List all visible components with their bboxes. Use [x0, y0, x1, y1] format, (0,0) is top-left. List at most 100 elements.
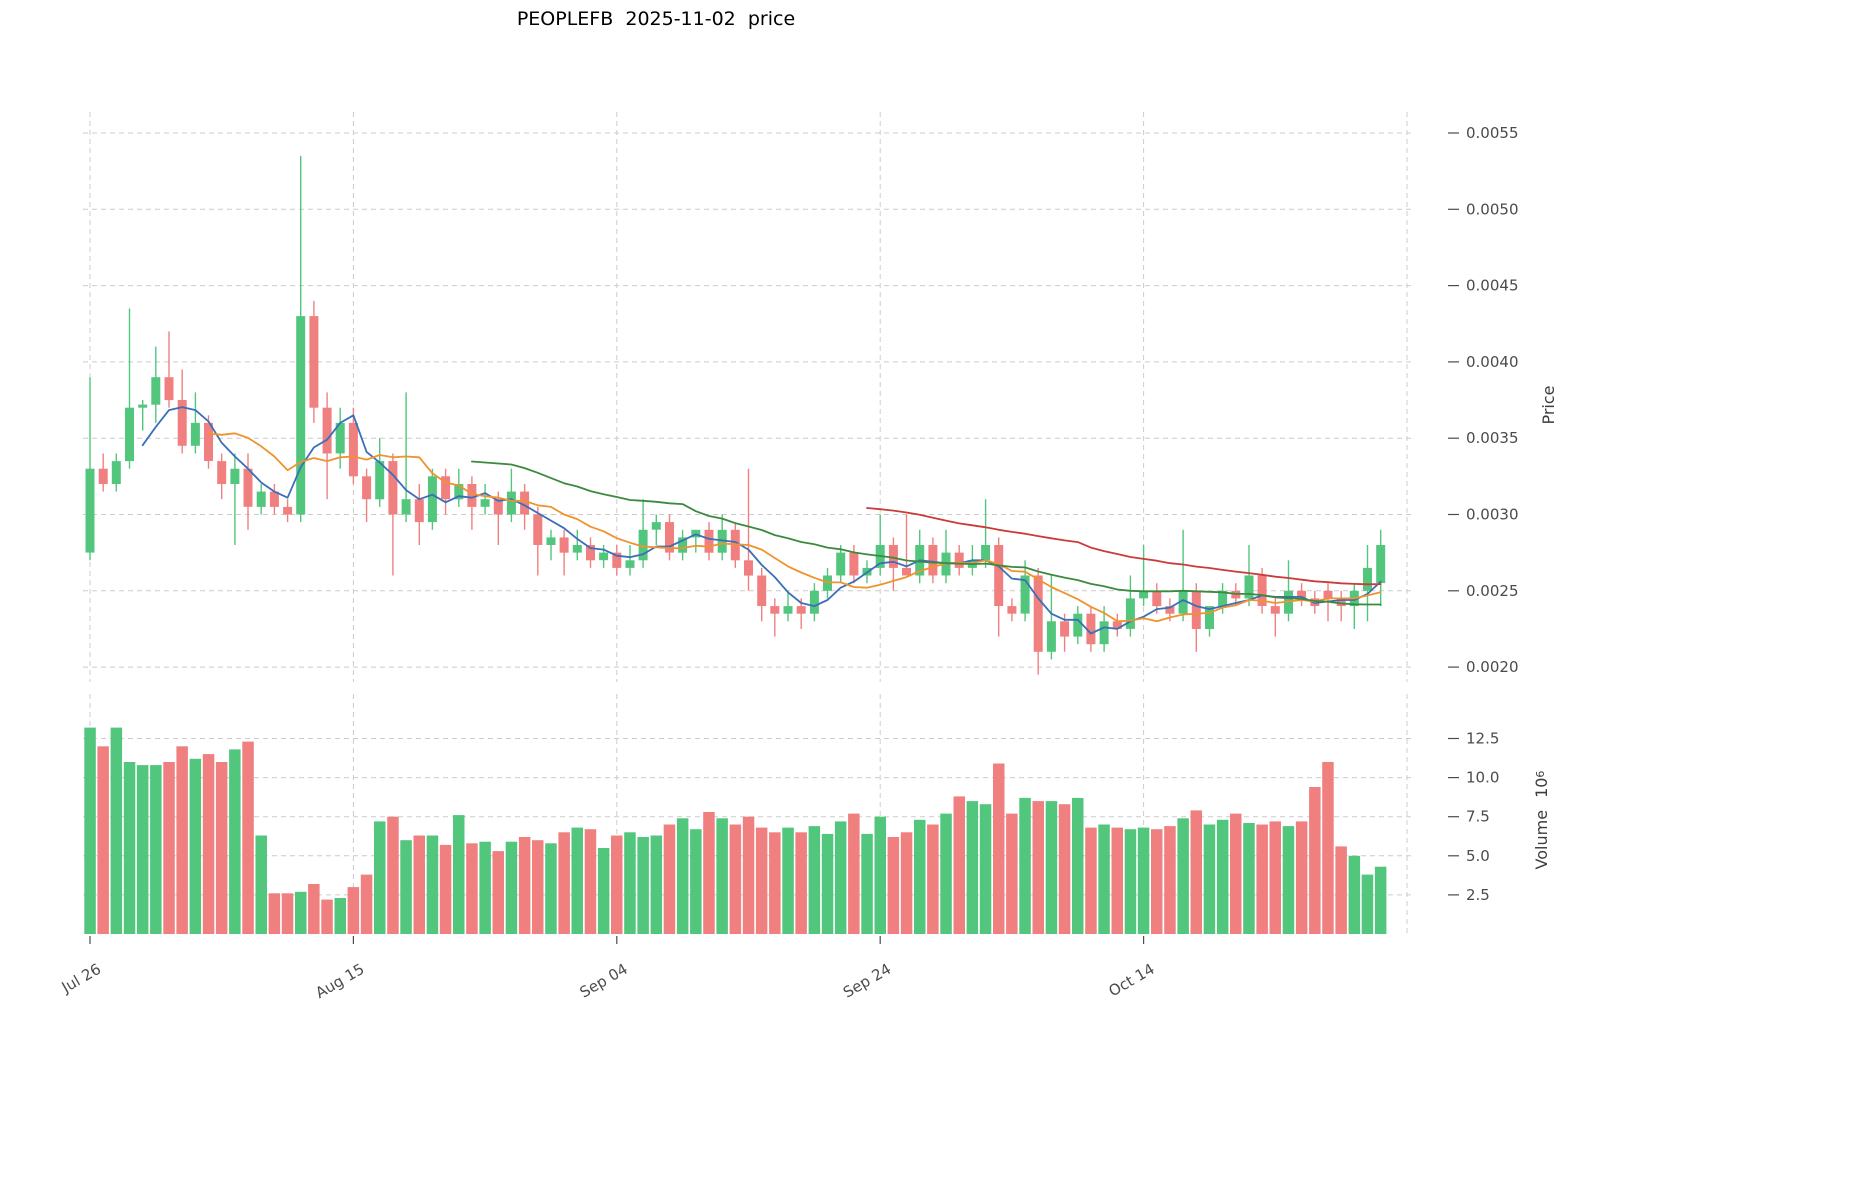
volume-bar	[453, 815, 465, 934]
volume-bar	[571, 827, 583, 934]
volume-bar	[1098, 824, 1110, 934]
candle	[190, 422, 200, 446]
volume-bar	[295, 891, 307, 934]
volume-bar	[532, 840, 544, 934]
candle	[1363, 567, 1372, 591]
volume-bar	[848, 813, 860, 934]
volume-bar	[1111, 827, 1123, 934]
volume-bar	[1058, 804, 1071, 934]
price-tick-label: 0.0050	[1466, 200, 1519, 218]
candle	[1205, 606, 1214, 629]
candle	[138, 404, 148, 408]
ma-line-10	[207, 432, 1382, 623]
volume-bar	[334, 898, 346, 934]
candle	[1086, 613, 1096, 645]
candle	[1270, 606, 1280, 614]
volume-bar	[1177, 818, 1189, 934]
volume-bar	[150, 765, 162, 934]
volume-bar	[966, 801, 979, 934]
volume-bar	[558, 832, 570, 934]
volume-bar	[255, 835, 267, 934]
volume-bar	[624, 832, 636, 934]
candle	[217, 461, 227, 484]
volume-bar	[637, 837, 649, 934]
chart-title: PEOPLEFB 2025-11-02 price	[516, 8, 796, 30]
volume-bar	[1203, 824, 1216, 934]
volume-bar	[1137, 827, 1150, 934]
candle	[1257, 575, 1267, 606]
volume-bar	[163, 762, 175, 934]
candle	[335, 422, 345, 454]
volume-bar	[834, 821, 847, 934]
volume-bar	[281, 893, 294, 934]
volume-bar	[821, 833, 834, 934]
candlesticks	[85, 155, 1386, 675]
candle	[388, 461, 398, 515]
volume-bar	[321, 899, 333, 934]
candle	[125, 407, 134, 462]
candle	[243, 468, 253, 507]
volume-bar	[1072, 797, 1084, 934]
candle	[467, 484, 477, 507]
candle	[1007, 606, 1017, 614]
candle	[348, 422, 358, 477]
volume-bar	[1361, 874, 1374, 934]
volume-bar	[1032, 801, 1044, 934]
candle	[849, 552, 859, 576]
volume-bar	[1309, 787, 1321, 934]
volume-bar	[874, 816, 886, 934]
volume-bar	[347, 887, 360, 934]
volume-bar	[716, 818, 728, 934]
volume-bar	[215, 762, 228, 934]
candle	[454, 484, 464, 500]
volume-bar	[979, 804, 992, 934]
volume-bars	[84, 727, 1387, 934]
candle	[296, 316, 306, 515]
candle	[1073, 613, 1083, 637]
volume-bar	[202, 754, 215, 934]
price-tick-label: 0.0040	[1466, 353, 1519, 371]
candle	[954, 552, 964, 568]
volume-bar	[742, 816, 755, 934]
candle	[85, 468, 95, 553]
candle	[1323, 590, 1333, 599]
candle	[1099, 621, 1109, 645]
volume-bar	[584, 829, 597, 934]
volume-bar	[439, 844, 452, 934]
volume-bar	[545, 843, 557, 934]
volume-bar	[900, 832, 913, 934]
volume-bar	[413, 835, 425, 934]
ma-line-60	[866, 507, 1382, 586]
volume-bar	[755, 827, 768, 934]
candle	[888, 545, 898, 568]
volume-bar	[426, 835, 439, 934]
volume-bar	[650, 835, 663, 934]
volume-bar	[308, 884, 320, 934]
candle	[441, 476, 451, 500]
candle	[164, 377, 174, 401]
volume-bar	[360, 874, 373, 934]
volume-bar	[1256, 824, 1268, 934]
candle	[1020, 575, 1030, 614]
candle	[586, 545, 595, 561]
candle	[1033, 575, 1043, 652]
candle	[612, 552, 622, 568]
volume-bar	[387, 816, 399, 934]
candle	[414, 499, 424, 523]
volume-bar	[729, 824, 742, 934]
price-tick-label: 0.0035	[1466, 429, 1519, 447]
volume-bar	[1230, 813, 1242, 934]
candle	[1376, 545, 1386, 584]
volume-bar	[479, 841, 491, 934]
candle	[678, 537, 688, 553]
candle	[836, 552, 846, 576]
candle	[1112, 621, 1122, 629]
volume-bar	[518, 837, 531, 934]
volume-bar	[597, 848, 610, 934]
candle	[362, 476, 372, 500]
volume-bar	[1348, 855, 1361, 934]
volume-bar	[189, 758, 202, 934]
volume-bar	[611, 835, 623, 934]
candle	[665, 522, 674, 553]
candle	[283, 506, 293, 515]
